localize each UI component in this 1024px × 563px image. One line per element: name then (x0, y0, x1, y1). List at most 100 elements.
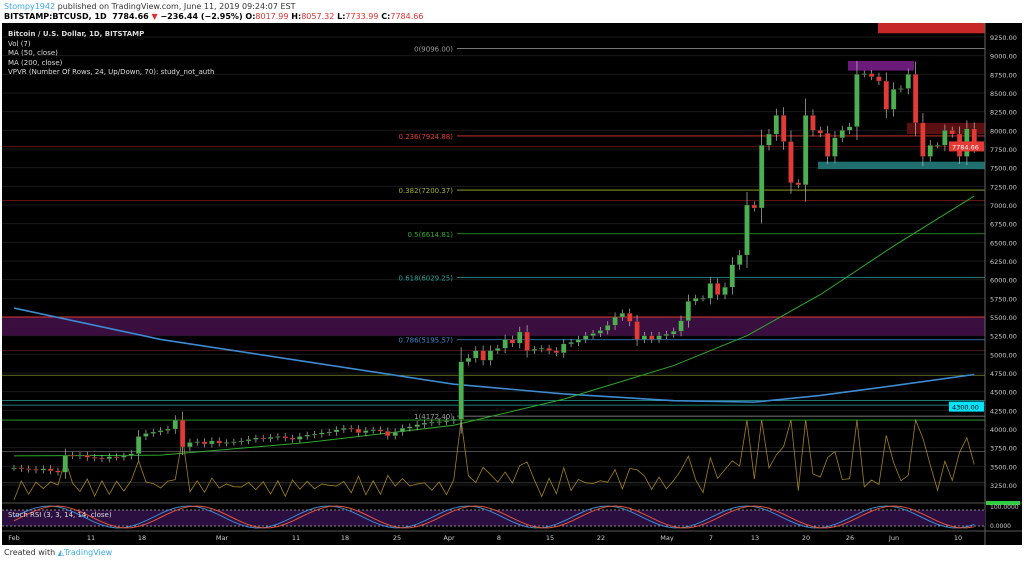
supply-zone (2, 317, 985, 336)
price-tick: 4750.00 (990, 370, 1017, 378)
candle (216, 440, 222, 444)
candle (517, 331, 523, 344)
candle (209, 440, 215, 445)
candle (561, 343, 567, 354)
candle (77, 455, 83, 457)
candle (531, 348, 538, 351)
candle (883, 80, 889, 110)
candle (649, 335, 655, 340)
price-tick: 5750.00 (990, 295, 1017, 303)
candle (553, 350, 560, 354)
price-tick: 6000.00 (990, 277, 1017, 285)
stoch-tick: 100.0000 (990, 504, 1019, 511)
candle (502, 339, 508, 349)
candle (414, 424, 420, 427)
c-label: C: (381, 12, 391, 21)
date-tick: 13 (751, 534, 759, 542)
tradingview-logo[interactable]: ◭TradingView (57, 548, 113, 557)
candle (912, 74, 919, 124)
legend-vol[interactable]: Vol (7) (8, 39, 31, 48)
symbol: BITSTAMP:BTCUSD, 1D (4, 12, 107, 21)
candle (766, 133, 772, 146)
stoch-badge (986, 501, 1020, 505)
candle (238, 440, 244, 443)
purple-zone (848, 60, 914, 71)
candle (744, 204, 750, 256)
candle (179, 419, 186, 448)
price-chart[interactable]: 0(9096.00) 0.236(7924.88) 0.382(7200.37) 0.… (2, 23, 1022, 545)
candle (48, 468, 54, 471)
resistance-box (878, 23, 985, 34)
candle (69, 455, 76, 457)
chart-area[interactable]: 0(9096.00) 0.236(7924.88) 0.382(7200.37) 0.… (2, 23, 1022, 545)
candle (890, 89, 897, 110)
candle (605, 325, 611, 331)
price-tick: 3750.00 (990, 445, 1017, 453)
candle (707, 283, 713, 299)
candle (715, 283, 721, 295)
candle (289, 437, 296, 440)
candle (113, 456, 120, 458)
footer: Created with ◭TradingView (4, 548, 112, 557)
candle (194, 441, 200, 443)
candle (678, 320, 684, 332)
candle (231, 441, 237, 443)
candle (407, 426, 413, 429)
ma-badge (949, 401, 984, 412)
publish-info: Stompy1942 published on TradingView.com,… (4, 2, 296, 11)
price-tick: 5250.00 (990, 333, 1017, 341)
candle (333, 429, 340, 433)
date-tick: 26 (846, 534, 854, 542)
candle (106, 456, 112, 460)
date-tick: 8 (497, 534, 501, 542)
candle (62, 455, 68, 473)
candle (311, 434, 318, 436)
legend-ma200[interactable]: MA (200, close) (8, 58, 63, 67)
candle (495, 348, 501, 351)
change: −236.44 (−2.95%) (160, 12, 243, 21)
close: 7784.66 (390, 12, 424, 21)
candle (590, 333, 596, 336)
candle (729, 264, 735, 288)
legend-ma50[interactable]: MA (50, close) (8, 49, 58, 57)
date-tick: Apr (443, 534, 455, 542)
fib-label: 0.618(6029.25) (399, 274, 454, 282)
candle (385, 431, 391, 436)
price-tick: 8250.00 (990, 109, 1017, 117)
candle (465, 357, 472, 362)
volume-line (13, 418, 975, 501)
candle (759, 145, 765, 209)
candle (949, 130, 955, 135)
candle (84, 455, 90, 458)
candle (135, 436, 142, 454)
candle (575, 339, 582, 343)
candle (143, 433, 149, 437)
legend-vpvr[interactable]: VPVR (Number Of Rows, 24, Up/Down, 70): … (8, 68, 215, 76)
author-link[interactable]: Stompy1942 (4, 2, 56, 11)
last-price-label: 7784.66 (952, 143, 979, 151)
candle (634, 321, 640, 340)
candle (663, 334, 670, 336)
candle (319, 432, 325, 435)
date-tick: 7 (709, 534, 713, 542)
candle (539, 348, 545, 350)
candle (546, 348, 552, 351)
brand: TradingView (63, 548, 113, 557)
high: 8057.32 (301, 12, 335, 21)
price-tick: 7250.00 (990, 183, 1017, 191)
candle (685, 301, 692, 321)
candle (905, 74, 911, 89)
candle (934, 145, 941, 147)
candle (693, 298, 699, 302)
date-tick: 18 (138, 534, 146, 542)
candle (172, 419, 178, 430)
price-tick: 3250.00 (990, 482, 1017, 490)
candle (846, 126, 853, 131)
date-tick: 20 (802, 534, 810, 542)
candle (348, 428, 354, 430)
candle (392, 431, 398, 436)
fib-label: 0(9096.00) (414, 45, 453, 53)
candle (619, 313, 626, 318)
candle (942, 130, 948, 146)
resistance-zone (907, 122, 985, 135)
